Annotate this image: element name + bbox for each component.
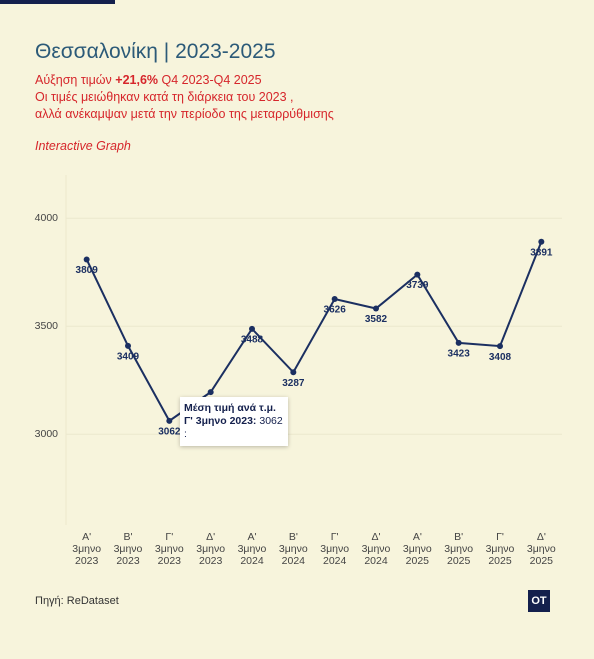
point <box>207 389 214 396</box>
data-label: 3582 <box>365 314 388 325</box>
x-tick-label: 2025 <box>406 555 430 567</box>
data-label: 3891 <box>530 247 553 258</box>
point <box>290 369 297 376</box>
x-tick-label: 3μηνο <box>320 543 349 555</box>
x-tick-label: 2024 <box>364 555 388 567</box>
x-tick-label: 3μηνο <box>444 543 473 555</box>
data-label: 3408 <box>489 352 512 363</box>
point <box>83 256 90 263</box>
x-tick-label: 2025 <box>488 555 512 567</box>
subtitle-text: Αύξηση τιμών <box>35 73 116 87</box>
subtitle-text: Q4 2023-Q4 2025 <box>158 73 262 87</box>
x-tick-label: Β' <box>289 531 298 543</box>
chart-title: Θεσσαλονίκη | 2023-2025 <box>35 40 276 63</box>
x-tick-label: Γ' <box>165 531 173 543</box>
point <box>414 271 421 278</box>
x-tick-label: 2023 <box>75 555 99 567</box>
x-tick-label: 3μηνο <box>155 543 184 555</box>
data-label: 3287 <box>282 378 305 389</box>
x-tick-label: 3μηνο <box>403 543 432 555</box>
subtitle-highlight: +21,6% <box>115 73 159 87</box>
x-tick-label: 3μηνο <box>196 543 225 555</box>
x-tick-label: Α' <box>413 531 422 543</box>
x-tick-label: Γ' <box>496 531 504 543</box>
x-tick-label: 3μηνο <box>486 543 515 555</box>
top-bar <box>0 0 115 4</box>
x-tick-label: 3μηνο <box>114 543 143 555</box>
point <box>455 339 462 346</box>
tooltip: Μέση τιμή ανά τ.μ. Γ' 3μηνο 2023: 3062 : <box>180 397 288 446</box>
source: Πηγή: ReDataset <box>35 595 119 607</box>
data-label: 3423 <box>448 349 471 360</box>
x-tick-label: 3μηνο <box>527 543 556 555</box>
subtitle-line: αλλά ανέκαμψαν μετά την περίοδο της μετα… <box>35 107 334 121</box>
x-tick-label: 2024 <box>282 555 306 567</box>
tooltip-value: 3062 <box>259 415 283 427</box>
x-tick-label: 3μηνο <box>238 543 267 555</box>
x-tick-label: 2023 <box>199 555 223 567</box>
data-label: 3739 <box>406 280 429 291</box>
x-tick-label: Α' <box>82 531 91 543</box>
x-tick-label: 2024 <box>240 555 264 567</box>
data-label: 3488 <box>241 334 264 345</box>
point <box>125 342 131 349</box>
x-tick-label: Δ' <box>371 531 380 543</box>
point <box>249 325 255 332</box>
x-tick-label: 3μηνο <box>72 543 101 555</box>
point <box>373 305 379 312</box>
data-label: 3626 <box>324 305 347 316</box>
point <box>538 238 545 245</box>
subtitle-line: Οι τιμές μειώθηκαν κατά τη διάρκεια του … <box>35 90 294 104</box>
tooltip-label: Γ' 3μηνο 2023: <box>184 415 257 427</box>
x-tick-label: 2024 <box>323 555 347 567</box>
y-tick-label: 3500 <box>35 320 59 332</box>
interactive-note: Interactive Graph <box>35 139 131 153</box>
logo: OT <box>528 590 550 612</box>
x-tick-label: Γ' <box>331 531 339 543</box>
x-tick-label: Δ' <box>206 531 215 543</box>
x-tick-label: Α' <box>247 531 256 543</box>
x-tick-label: Δ' <box>537 531 546 543</box>
line <box>85 241 543 423</box>
data-label: 3809 <box>76 265 99 276</box>
y-tick-label: 4000 <box>35 212 59 224</box>
x-tick-label: 3μηνο <box>362 543 391 555</box>
x-tick-label: 2025 <box>447 555 471 567</box>
data-label: 3409 <box>117 352 140 363</box>
subtitle: Αύξηση τιμών +21,6% Q4 2023-Q4 2025 Οι τ… <box>35 72 334 123</box>
x-tick-label: 3μηνο <box>279 543 308 555</box>
x-tick-label: 2025 <box>530 555 554 567</box>
tooltip-title: Μέση τιμή ανά τ.μ. <box>184 402 276 414</box>
x-tick-label: 2023 <box>158 555 182 567</box>
x-tick-label: Β' <box>123 531 132 543</box>
tooltip-suffix: : <box>184 428 187 440</box>
point <box>497 343 503 350</box>
point <box>166 417 173 424</box>
x-tick-label: Β' <box>454 531 463 543</box>
y-tick-label: 3000 <box>35 428 59 440</box>
point <box>331 296 338 303</box>
x-tick-label: 2023 <box>116 555 140 567</box>
data-label: 3062 <box>158 427 181 438</box>
